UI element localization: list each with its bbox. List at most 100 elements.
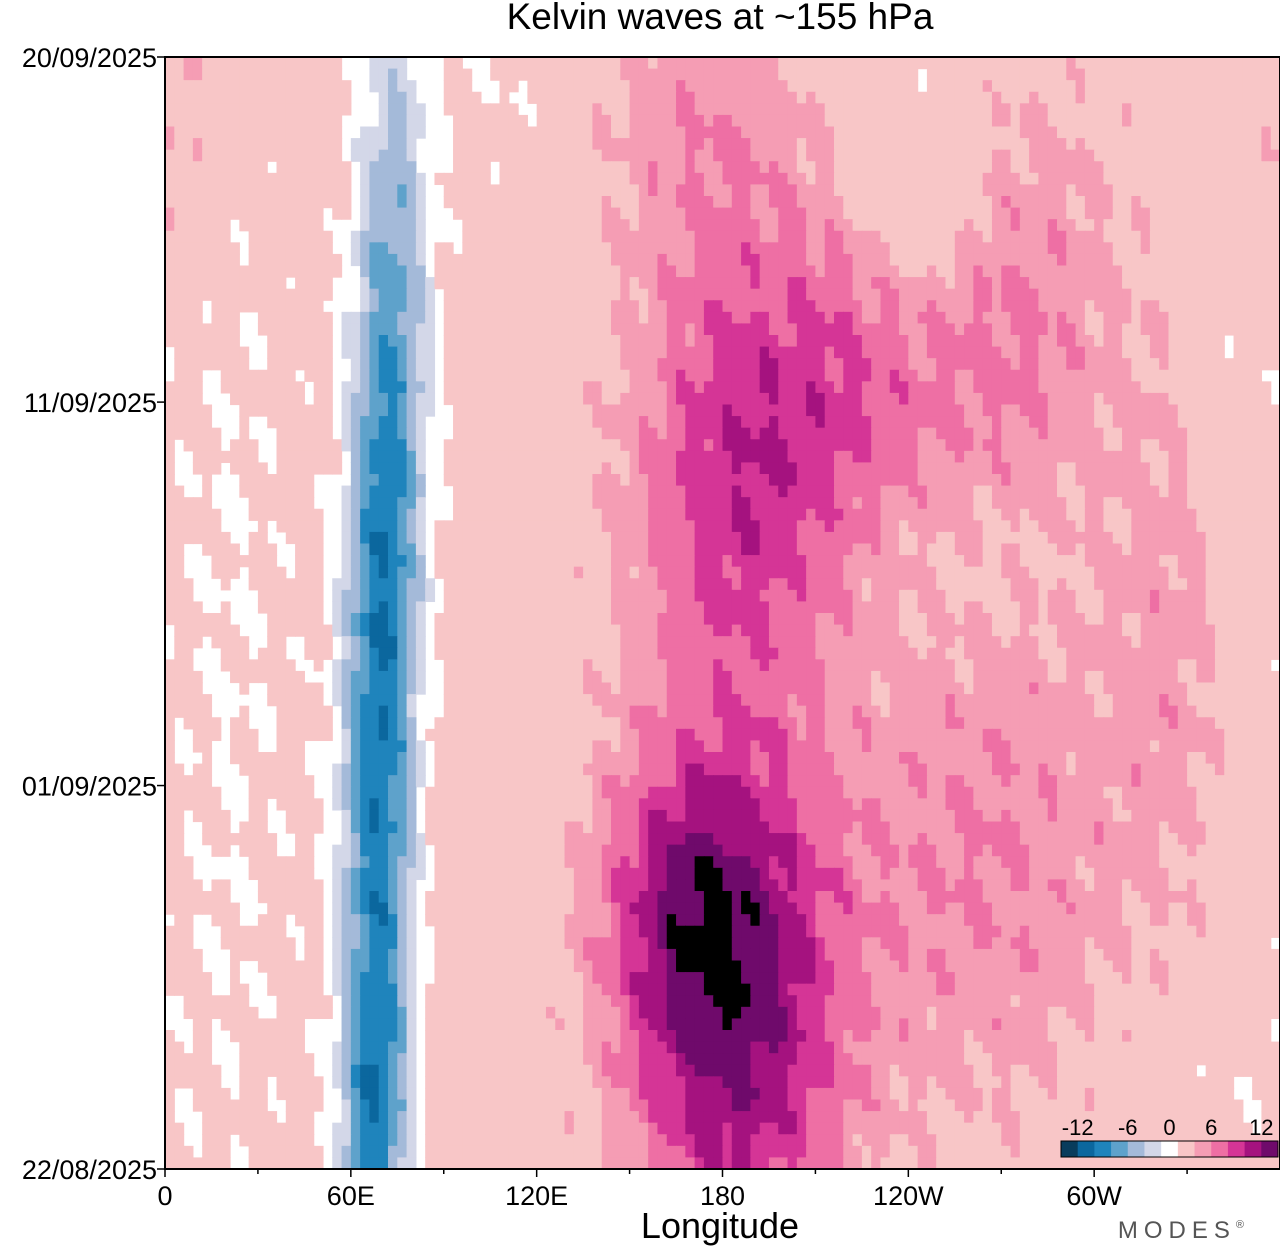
- contour-cell: [211, 346, 222, 359]
- contour-cell: [676, 392, 686, 406]
- contour-cell: [908, 207, 919, 220]
- contour-cell: [1233, 149, 1244, 162]
- contour-cell: [313, 508, 324, 521]
- contour-cell: [499, 497, 510, 510]
- contour-cell: [1001, 219, 1012, 232]
- contour-cell: [1038, 172, 1049, 186]
- contour-cell: [555, 381, 566, 394]
- contour-cell: [1261, 138, 1272, 151]
- contour-cell: [982, 196, 993, 209]
- contour-cell: [397, 555, 408, 568]
- contour-cell: [248, 300, 259, 313]
- contour-cell: [1057, 126, 1067, 139]
- contour-cell: [332, 126, 343, 139]
- contour-cell: [1270, 103, 1280, 116]
- contour-cell: [936, 242, 947, 255]
- contour-cell: [545, 381, 556, 394]
- contour-cell: [601, 485, 612, 498]
- contour-cell: [982, 288, 993, 301]
- contour-cell: [908, 531, 919, 545]
- contour-cell: [1010, 369, 1021, 382]
- contour-cell: [1131, 242, 1142, 255]
- contour-cell: [815, 207, 826, 220]
- contour-cell: [369, 242, 380, 255]
- contour-cell: [1252, 485, 1263, 498]
- contour-cell: [1252, 369, 1263, 382]
- contour-cell: [648, 277, 659, 290]
- contour-cell: [545, 57, 556, 70]
- contour-cell: [657, 149, 668, 162]
- contour-cell: [731, 149, 742, 162]
- contour-cell: [564, 126, 575, 139]
- contour-cell: [1270, 531, 1280, 545]
- contour-cell: [620, 462, 631, 475]
- contour-cell: [1075, 230, 1086, 243]
- contour-cell: [824, 358, 835, 371]
- contour-cell: [1038, 68, 1049, 81]
- contour-cell: [796, 323, 807, 336]
- contour-cell: [406, 450, 417, 464]
- contour-cell: [499, 277, 510, 290]
- contour-cell: [564, 207, 575, 220]
- contour-cell: [536, 346, 547, 359]
- contour-cell: [629, 91, 640, 104]
- contour-cell: [1010, 358, 1021, 371]
- contour-cell: [973, 57, 984, 70]
- contour-cell: [666, 149, 677, 162]
- contour-cell: [796, 114, 807, 128]
- contour-cell: [341, 311, 352, 325]
- contour-cell: [564, 300, 575, 313]
- contour-cell: [1140, 196, 1151, 209]
- contour-cell: [1047, 392, 1058, 406]
- contour-cell: [1214, 68, 1225, 81]
- contour-cell: [1084, 520, 1095, 533]
- contour-cell: [768, 416, 779, 429]
- contour-cell: [499, 531, 510, 545]
- contour-cell: [192, 91, 203, 104]
- contour-cell: [611, 138, 621, 151]
- contour-cell: [871, 555, 882, 568]
- contour-cell: [843, 207, 854, 220]
- contour-cell: [1001, 196, 1012, 209]
- contour-cell: [1057, 439, 1067, 452]
- contour-cell: [899, 508, 909, 521]
- contour-cell: [954, 114, 965, 128]
- contour-cell: [899, 288, 909, 301]
- contour-cell: [1075, 369, 1086, 382]
- contour-cell: [666, 555, 677, 568]
- contour-cell: [165, 416, 175, 429]
- contour-cell: [982, 369, 993, 382]
- chart-title: Kelvin waves at ~155 hPa: [507, 0, 934, 37]
- contour-cell: [1057, 57, 1067, 70]
- contour-cell: [1149, 149, 1160, 162]
- contour-cell: [1224, 439, 1235, 452]
- contour-cell: [815, 392, 826, 406]
- contour-cell: [1084, 80, 1095, 93]
- contour-cell: [657, 242, 668, 255]
- contour-cell: [1252, 207, 1263, 220]
- contour-cell: [1112, 126, 1123, 139]
- contour-cell: [973, 439, 984, 452]
- contour-cell: [815, 369, 826, 382]
- contour-cell: [982, 474, 993, 487]
- contour-cell: [1010, 80, 1021, 93]
- contour-cell: [471, 531, 482, 545]
- contour-cell: [276, 474, 287, 487]
- contour-cell: [406, 138, 417, 151]
- contour-cell: [1094, 404, 1105, 417]
- contour-cell: [1233, 474, 1244, 487]
- contour-cell: [583, 311, 594, 325]
- contour-cell: [945, 427, 956, 440]
- contour-cell: [1149, 114, 1160, 128]
- contour-cell: [741, 485, 751, 498]
- contour-cell: [341, 381, 352, 394]
- contour-cell: [852, 57, 863, 70]
- contour-cell: [490, 300, 501, 313]
- contour-cell: [453, 520, 463, 533]
- contour-cell: [964, 277, 974, 290]
- contour-cell: [954, 439, 965, 452]
- contour-cell: [1196, 207, 1207, 220]
- contour-cell: [564, 161, 575, 174]
- contour-cell: [1196, 311, 1207, 325]
- contour-cell: [369, 335, 380, 348]
